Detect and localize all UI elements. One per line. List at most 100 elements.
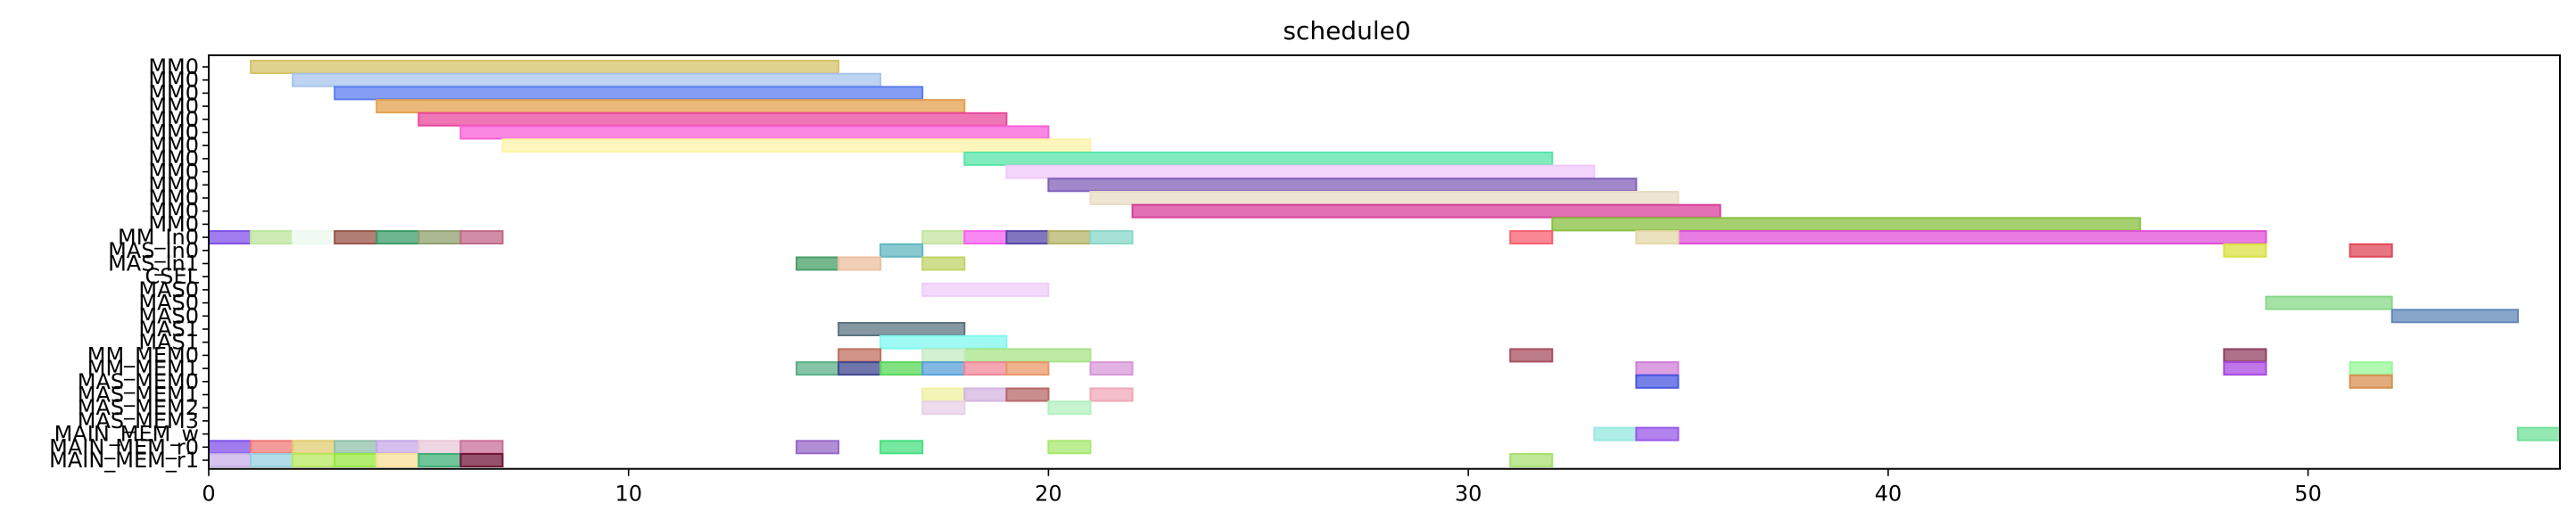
task-bar bbox=[1089, 361, 1134, 376]
task-bar bbox=[2390, 309, 2519, 324]
y-tick-label: MM0 bbox=[148, 80, 199, 105]
task-bar bbox=[208, 440, 252, 455]
y-tick-label: MAS_MEM1 bbox=[78, 383, 199, 408]
y-tick-label: MAS_MEM3 bbox=[78, 408, 199, 433]
task-bar bbox=[2349, 361, 2393, 376]
y-tick-label: MM0 bbox=[148, 160, 199, 185]
y-tick-label: MM_MEM0 bbox=[87, 342, 199, 367]
task-bar bbox=[250, 453, 294, 467]
task-bar bbox=[879, 243, 924, 258]
task-bar bbox=[796, 440, 840, 455]
y-tick-label: MM0 bbox=[148, 107, 199, 132]
y-tick-label: MM0 bbox=[148, 133, 199, 158]
task-bar bbox=[1509, 348, 1554, 363]
y-tick-label: MM0 bbox=[148, 186, 199, 210]
task-bar bbox=[838, 256, 882, 271]
y-tick-label: MAIN_MEM_r0 bbox=[49, 434, 199, 459]
task-bar bbox=[2223, 243, 2267, 258]
task-bar bbox=[1509, 230, 1554, 245]
task-bar bbox=[292, 230, 336, 245]
task-bar bbox=[459, 125, 1050, 140]
x-tick-label: 30 bbox=[1455, 482, 1482, 507]
y-tick-label: MAS1 bbox=[138, 330, 199, 355]
task-bar bbox=[921, 282, 1050, 297]
task-bar bbox=[334, 230, 378, 245]
task-bar bbox=[2349, 243, 2393, 258]
task-bar bbox=[2265, 295, 2393, 310]
task-bar bbox=[250, 60, 840, 74]
task-bar bbox=[1635, 361, 1680, 376]
task-bar bbox=[376, 440, 420, 455]
task-bar bbox=[292, 72, 882, 87]
task-bar bbox=[459, 453, 504, 467]
task-bar bbox=[963, 387, 1008, 402]
task-bar bbox=[1635, 230, 1680, 245]
task-bar bbox=[921, 400, 966, 416]
task-bar bbox=[1131, 203, 1721, 219]
y-tick-label: CSEL bbox=[144, 264, 199, 289]
y-tick-label: MAS_MEM0 bbox=[78, 369, 199, 394]
y-tick-label: MM_In0 bbox=[118, 225, 199, 250]
y-tick-label: MM0 bbox=[148, 54, 199, 79]
x-tick-label: 40 bbox=[1875, 482, 1903, 507]
x-tick-label: 0 bbox=[202, 482, 215, 507]
y-tick-label: MM0 bbox=[148, 199, 199, 224]
task-bar bbox=[838, 361, 882, 376]
plot-frame bbox=[208, 54, 2561, 470]
y-tick-label: MAS0 bbox=[138, 277, 199, 302]
y-tick-label: MM0 bbox=[148, 211, 199, 236]
task-bar bbox=[921, 230, 966, 245]
task-bar bbox=[963, 348, 1092, 363]
y-tick-label: MAS0 bbox=[138, 303, 199, 328]
task-bar bbox=[2223, 348, 2267, 363]
task-bar bbox=[1005, 361, 1050, 376]
x-tick-label: 20 bbox=[1035, 482, 1062, 507]
y-tick-label: MM0 bbox=[148, 68, 199, 93]
x-tick-label: 50 bbox=[2294, 482, 2322, 507]
y-tick-label: MM0 bbox=[148, 120, 199, 145]
y-tick-label: MM_MEM1 bbox=[87, 356, 199, 381]
y-tick-label: MAIN_MEM_w bbox=[54, 422, 199, 447]
task-bar bbox=[838, 348, 882, 363]
task-bar bbox=[1005, 387, 1050, 402]
task-bar bbox=[292, 440, 336, 455]
task-bar bbox=[376, 99, 966, 114]
task-bar bbox=[417, 440, 462, 455]
task-bar bbox=[1005, 164, 1596, 179]
task-bar bbox=[796, 361, 840, 376]
y-tick-label: MAS1 bbox=[138, 317, 199, 342]
task-bar bbox=[417, 453, 462, 467]
task-bar bbox=[501, 138, 1092, 153]
task-bar bbox=[1593, 426, 1638, 441]
task-bar bbox=[1005, 230, 1050, 245]
task-bar bbox=[879, 334, 1008, 350]
task-bar bbox=[208, 453, 252, 467]
task-bar bbox=[417, 230, 462, 245]
task-bar bbox=[417, 111, 1008, 127]
task-bar bbox=[921, 361, 966, 376]
y-tick-label: MAS_In1 bbox=[108, 252, 199, 276]
task-bar bbox=[879, 361, 924, 376]
task-bar bbox=[1635, 426, 1680, 441]
task-bar bbox=[2349, 374, 2393, 389]
y-tick-label: MAS0 bbox=[138, 291, 199, 316]
task-bar bbox=[1089, 387, 1134, 402]
task-bar bbox=[963, 361, 1008, 376]
x-tick-label: 10 bbox=[615, 482, 642, 507]
task-bar bbox=[1047, 230, 1092, 245]
task-bar bbox=[921, 348, 966, 363]
y-tick-label: MAIN_MEM_r1 bbox=[49, 448, 199, 473]
task-bar bbox=[963, 151, 1554, 166]
y-tick-label: MAS_MEM2 bbox=[78, 395, 199, 420]
task-bar bbox=[838, 322, 966, 336]
y-axis-labels: MM0MM0MM0MM0MM0MM0MM0MM0MM0MM0MM0MM0MM0M… bbox=[49, 54, 209, 473]
task-bar bbox=[334, 86, 924, 101]
task-bar bbox=[1047, 400, 1092, 416]
task-bar bbox=[250, 230, 294, 245]
task-bar bbox=[1677, 230, 2267, 245]
task-bar bbox=[1509, 453, 1554, 467]
task-bar bbox=[1089, 191, 1680, 205]
task-bar bbox=[376, 453, 420, 467]
task-bar bbox=[1089, 230, 1134, 245]
